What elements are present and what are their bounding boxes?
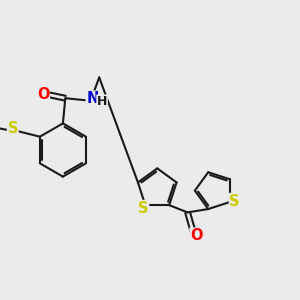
Text: S: S <box>138 201 148 216</box>
Text: S: S <box>8 122 18 136</box>
Text: O: O <box>190 228 202 243</box>
Text: H: H <box>97 95 107 108</box>
Text: S: S <box>230 194 240 208</box>
Text: O: O <box>37 87 49 102</box>
Text: N: N <box>86 91 99 106</box>
